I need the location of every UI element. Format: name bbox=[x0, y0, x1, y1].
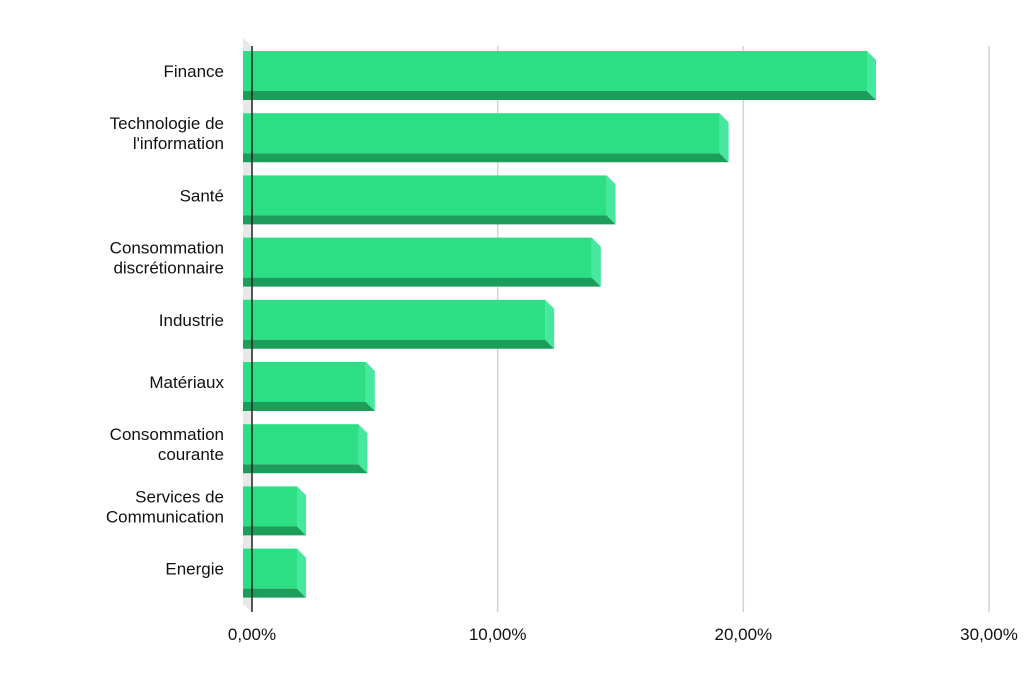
x-tick-labels: 0,00% 10,00% 20,00% 30,00% bbox=[228, 625, 1018, 644]
bar-face bbox=[243, 51, 867, 91]
bar-side bbox=[591, 237, 601, 287]
category-label-line: Finance bbox=[164, 62, 224, 81]
x-tick-label: 10,00% bbox=[469, 625, 527, 644]
bar bbox=[243, 362, 375, 411]
bar-bottom bbox=[243, 588, 307, 598]
bar-bottom bbox=[243, 526, 307, 536]
bar-side bbox=[545, 299, 555, 349]
category-label-line: Consommation bbox=[110, 426, 224, 445]
bar-face bbox=[243, 299, 546, 340]
bar-bottom bbox=[243, 402, 375, 411]
category-label: Matériaux bbox=[149, 373, 224, 392]
category-label: Technologie de l'information bbox=[110, 115, 224, 154]
category-label-line: Matériaux bbox=[149, 373, 224, 392]
bar bbox=[243, 237, 601, 287]
category-label: Services de Communication bbox=[106, 488, 224, 527]
category-label-line: discrétionnaire bbox=[113, 259, 224, 278]
bar-face bbox=[243, 175, 607, 216]
category-label: Finance bbox=[164, 62, 224, 81]
bar-side bbox=[297, 486, 307, 536]
bar bbox=[243, 113, 729, 163]
category-label: Energie bbox=[165, 560, 224, 579]
bar-side bbox=[719, 113, 729, 163]
bar-face bbox=[243, 486, 298, 527]
category-label-line: Services de bbox=[135, 488, 224, 507]
x-tick-label: 0,00% bbox=[228, 625, 276, 644]
category-label-line: Energie bbox=[165, 560, 224, 579]
bar-bottom bbox=[243, 91, 876, 100]
bar bbox=[243, 175, 616, 225]
bar-side bbox=[365, 362, 375, 411]
bar-bottom bbox=[243, 153, 729, 163]
bar-side bbox=[606, 175, 616, 225]
bar-side bbox=[358, 424, 368, 474]
bar-face bbox=[243, 424, 359, 465]
category-label-line: l'information bbox=[133, 135, 224, 154]
bar-face bbox=[243, 548, 298, 589]
x-tick-label: 20,00% bbox=[714, 625, 772, 644]
bar bbox=[243, 51, 876, 100]
category-label-line: Consommation bbox=[110, 239, 224, 258]
category-label-line: Industrie bbox=[159, 311, 224, 330]
bar-side bbox=[297, 548, 307, 598]
category-label: Consommation courante bbox=[110, 426, 224, 465]
bar-bottom bbox=[243, 277, 601, 287]
category-label-line: Technologie de bbox=[110, 115, 224, 134]
bar-face bbox=[243, 362, 366, 402]
category-label: Consommation discrétionnaire bbox=[110, 239, 224, 278]
bar bbox=[243, 299, 555, 349]
bars bbox=[243, 51, 876, 598]
bar-bottom bbox=[243, 464, 368, 474]
x-tick-label: 30,00% bbox=[960, 625, 1018, 644]
category-label-line: Communication bbox=[106, 508, 224, 527]
bar bbox=[243, 424, 368, 474]
category-labels: Finance Technologie de l'information Santé C… bbox=[106, 62, 225, 579]
bar-face bbox=[243, 113, 720, 154]
category-label: Industrie bbox=[159, 311, 224, 330]
bar-bottom bbox=[243, 215, 616, 225]
bar-bottom bbox=[243, 339, 555, 349]
category-label: Santé bbox=[180, 187, 224, 206]
category-label-line: Santé bbox=[180, 187, 224, 206]
category-label-line: courante bbox=[158, 446, 224, 465]
bar-side bbox=[866, 51, 876, 100]
bar-face bbox=[243, 237, 592, 278]
